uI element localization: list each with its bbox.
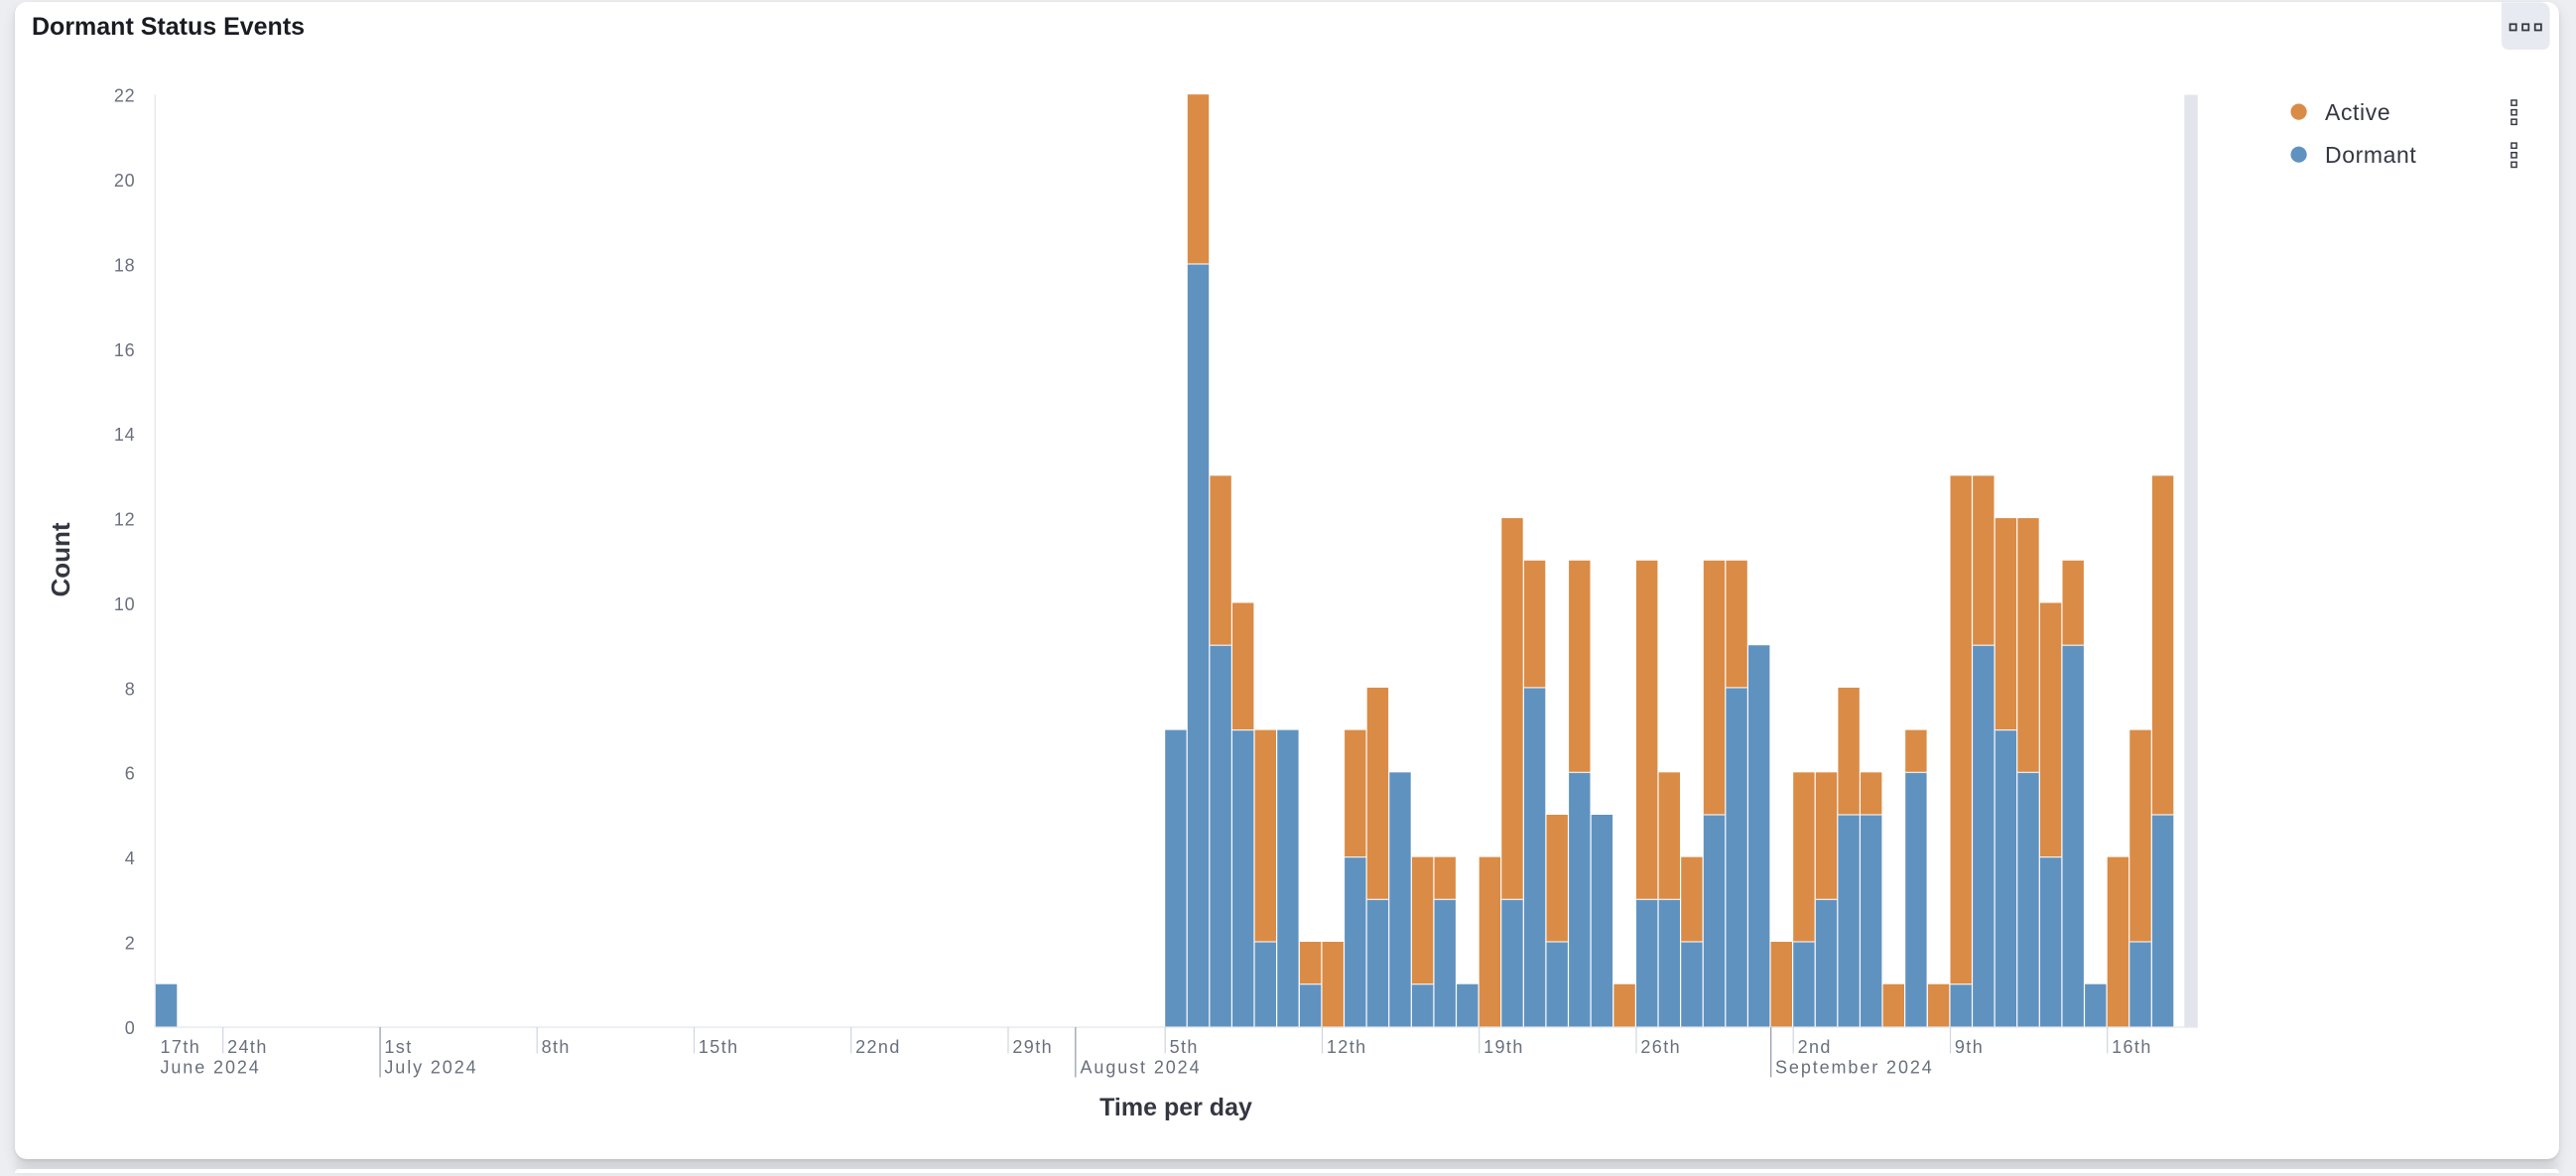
svg-text:8th: 8th (542, 1037, 571, 1057)
svg-text:4: 4 (125, 849, 136, 868)
svg-text:19th: 19th (1483, 1037, 1524, 1057)
svg-text:August 2024: August 2024 (1081, 1058, 1202, 1078)
svg-text:15th: 15th (699, 1037, 739, 1057)
svg-text:20: 20 (114, 171, 136, 191)
svg-text:29th: 29th (1012, 1037, 1053, 1057)
svg-text:0: 0 (125, 1018, 136, 1038)
svg-text:8: 8 (125, 679, 136, 699)
svg-text:26th: 26th (1640, 1037, 1681, 1057)
svg-text:June 2024: June 2024 (161, 1058, 261, 1078)
svg-text:12: 12 (114, 510, 136, 530)
svg-text:18: 18 (114, 255, 136, 275)
svg-text:22nd: 22nd (855, 1037, 901, 1057)
svg-text:Active: Active (2325, 99, 2390, 125)
svg-text:Dormant Status Events: Dormant Status Events (32, 13, 305, 41)
svg-text:2nd: 2nd (1798, 1037, 1832, 1057)
svg-text:July 2024: July 2024 (384, 1058, 477, 1078)
svg-text:16: 16 (114, 340, 136, 360)
svg-text:September 2024: September 2024 (1775, 1058, 1934, 1078)
svg-text:Time per day: Time per day (1099, 1094, 1252, 1121)
svg-text:17th: 17th (161, 1037, 201, 1057)
svg-text:22: 22 (114, 86, 136, 106)
svg-text:16th: 16th (2112, 1037, 2152, 1057)
svg-text:Dormant: Dormant (2325, 142, 2416, 168)
svg-text:Count: Count (46, 522, 75, 596)
svg-text:12th: 12th (1327, 1037, 1367, 1057)
svg-text:5th: 5th (1170, 1037, 1199, 1057)
svg-text:9th: 9th (1955, 1037, 1984, 1057)
svg-text:1st: 1st (384, 1037, 412, 1057)
svg-text:6: 6 (125, 764, 136, 784)
svg-text:14: 14 (114, 425, 136, 445)
svg-text:10: 10 (114, 594, 136, 614)
svg-text:24th: 24th (227, 1037, 268, 1057)
svg-text:2: 2 (125, 933, 136, 953)
